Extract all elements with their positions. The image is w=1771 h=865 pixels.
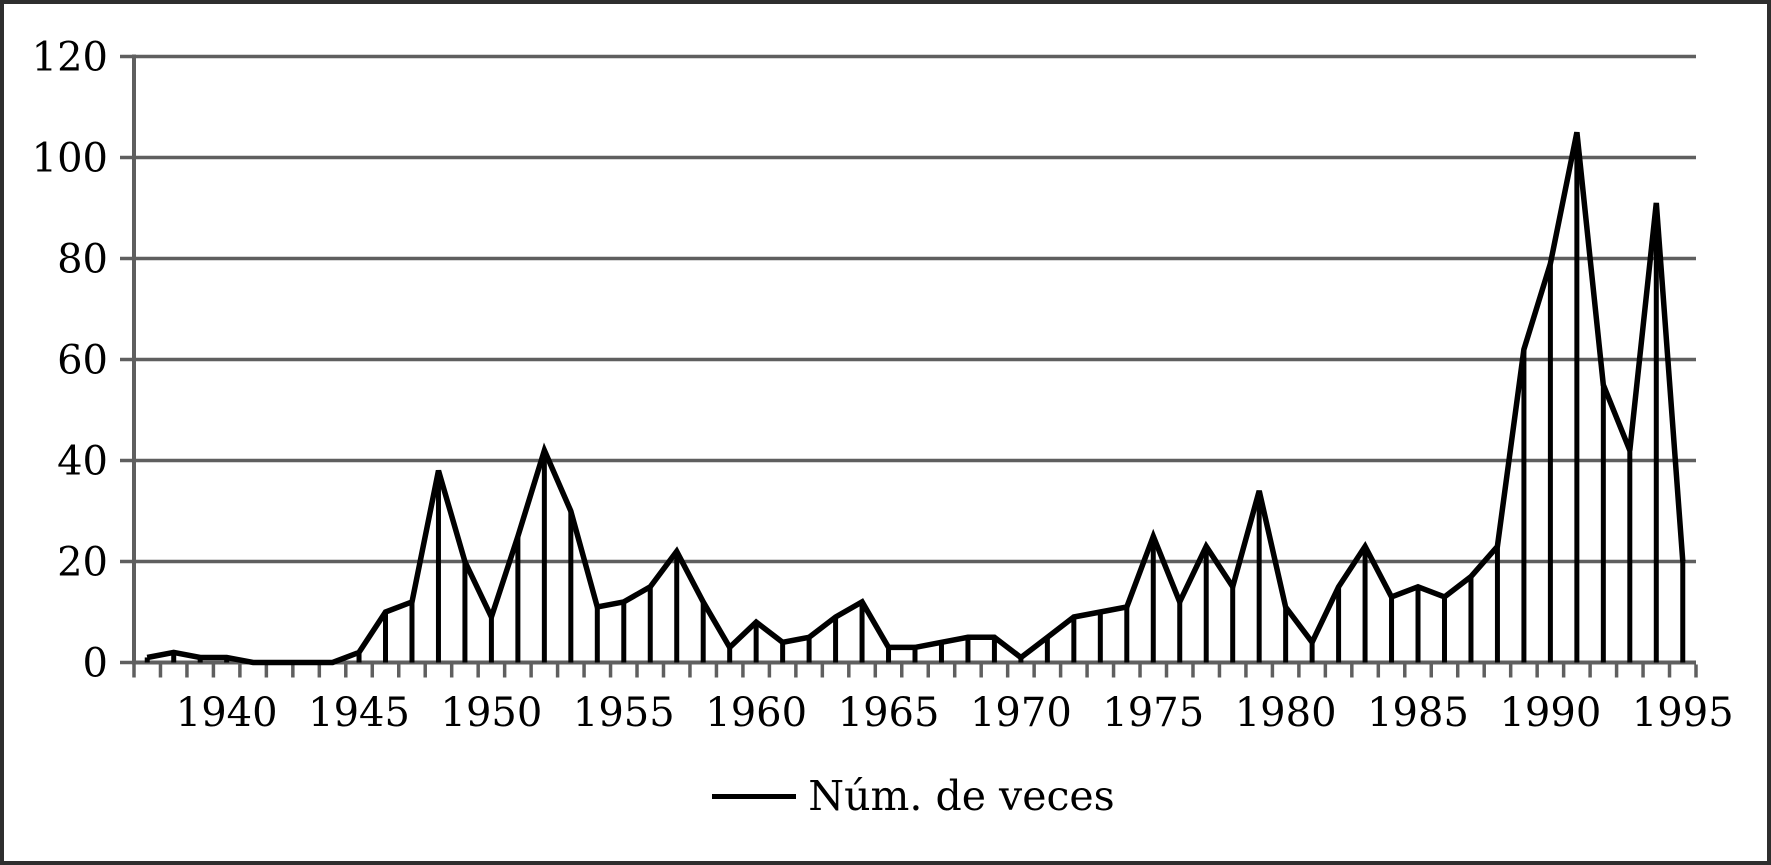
svg-text:1975: 1975 xyxy=(1102,690,1204,736)
svg-text:40: 40 xyxy=(57,439,108,485)
svg-text:120: 120 xyxy=(32,35,108,81)
legend-line-sample-icon xyxy=(712,793,797,799)
x-axis-labels: 1940 1945 1950 1955 1960 1965 1970 1975 1980 1985… xyxy=(176,690,1734,736)
svg-text:20: 20 xyxy=(57,540,108,586)
drop-lines xyxy=(144,132,1686,663)
series-line xyxy=(146,131,1686,666)
svg-text:1990: 1990 xyxy=(1499,690,1601,736)
y-axis-labels: 0 20 40 60 80 100 120 xyxy=(32,35,108,687)
svg-text:1945: 1945 xyxy=(308,690,410,736)
svg-text:1985: 1985 xyxy=(1367,690,1469,736)
svg-text:1980: 1980 xyxy=(1235,690,1337,736)
legend-label: Núm. de veces xyxy=(808,772,1115,820)
svg-text:0: 0 xyxy=(83,641,108,687)
svg-text:1950: 1950 xyxy=(441,690,543,736)
gridlines xyxy=(134,54,1696,564)
svg-text:80: 80 xyxy=(57,237,108,283)
svg-text:1940: 1940 xyxy=(176,690,278,736)
svg-text:1970: 1970 xyxy=(970,690,1072,736)
svg-text:1965: 1965 xyxy=(838,690,940,736)
svg-text:1995: 1995 xyxy=(1632,690,1734,736)
svg-text:100: 100 xyxy=(32,136,108,182)
svg-text:60: 60 xyxy=(57,338,108,384)
y-axis-ticks xyxy=(120,54,134,665)
x-axis-ticks xyxy=(132,664,1698,678)
svg-text:1955: 1955 xyxy=(573,690,675,736)
legend: Núm. de veces xyxy=(32,772,1767,820)
svg-text:1960: 1960 xyxy=(705,690,807,736)
